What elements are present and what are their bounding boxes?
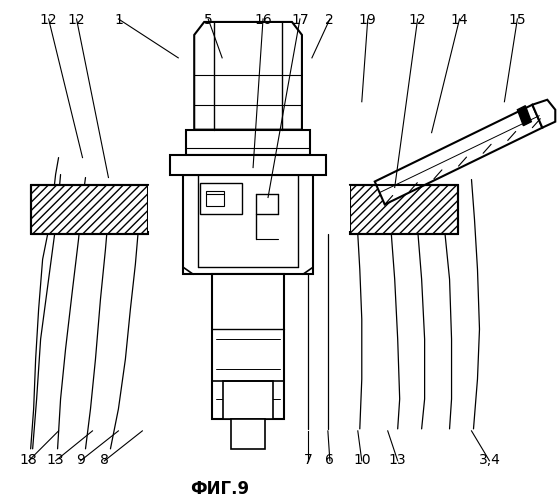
Bar <box>206 190 224 206</box>
Text: 6: 6 <box>325 453 334 467</box>
Bar <box>212 274 284 419</box>
Text: 18: 18 <box>20 453 37 467</box>
Text: 17: 17 <box>291 13 309 27</box>
Polygon shape <box>375 104 542 204</box>
Text: 12: 12 <box>40 13 58 27</box>
Bar <box>31 184 148 234</box>
Text: 8: 8 <box>100 453 109 467</box>
Text: 12: 12 <box>409 13 427 27</box>
Text: 13: 13 <box>47 453 64 467</box>
Bar <box>231 419 265 449</box>
Bar <box>200 182 242 214</box>
Bar <box>223 381 273 419</box>
Text: 15: 15 <box>509 13 526 27</box>
Polygon shape <box>194 22 302 130</box>
Bar <box>350 184 457 234</box>
Bar <box>170 154 326 174</box>
Text: 1: 1 <box>114 13 123 27</box>
Text: 7: 7 <box>304 453 312 467</box>
Bar <box>183 174 313 274</box>
Text: ФИГ.9: ФИГ.9 <box>191 480 250 498</box>
Text: 19: 19 <box>359 13 377 27</box>
Text: 3,4: 3,4 <box>479 453 500 467</box>
Bar <box>186 130 310 154</box>
Text: 2: 2 <box>325 13 334 27</box>
Text: 5: 5 <box>204 13 212 27</box>
Text: 12: 12 <box>68 13 86 27</box>
Text: 9: 9 <box>76 453 85 467</box>
Polygon shape <box>532 100 555 128</box>
Text: 14: 14 <box>451 13 468 27</box>
Text: 13: 13 <box>389 453 406 467</box>
Text: 16: 16 <box>254 13 272 27</box>
Polygon shape <box>518 106 532 126</box>
Bar <box>148 184 350 232</box>
Text: 10: 10 <box>353 453 371 467</box>
